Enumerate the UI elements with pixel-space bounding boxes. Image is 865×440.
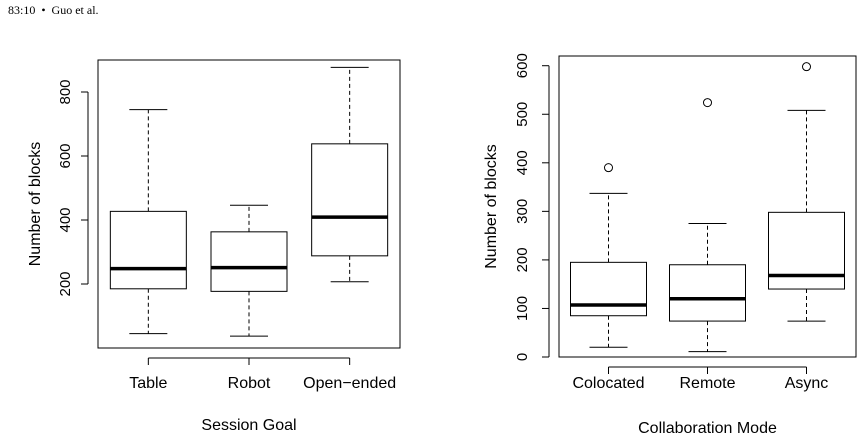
iqr-box xyxy=(210,231,288,292)
y-tick-label: 200 xyxy=(514,247,531,272)
y-axis-title: Number of blocks xyxy=(27,142,44,267)
x-tick-label: Table xyxy=(129,375,167,392)
iqr-box xyxy=(768,211,845,290)
x-tick-label: Async xyxy=(785,375,829,392)
y-tick-label: 500 xyxy=(514,102,531,127)
box-remote xyxy=(669,98,746,353)
outlier-point xyxy=(604,163,613,173)
y-tick-label: 400 xyxy=(514,150,531,175)
outlier-point xyxy=(703,98,712,108)
x-axis-title: Collaboration Mode xyxy=(638,420,777,437)
y-tick-label: 0 xyxy=(514,353,531,361)
iqr-box xyxy=(669,264,746,322)
iqr-box xyxy=(570,261,647,317)
plot-frame xyxy=(97,59,401,349)
box-table xyxy=(109,109,187,335)
chart-panel-1: 200 400 600 800 Number of blocks Table Robot Op… xyxy=(27,59,401,434)
x-axis-title: Session Goal xyxy=(201,417,296,434)
iqr-box xyxy=(109,210,187,290)
box-open-ended xyxy=(311,66,389,283)
box-robot xyxy=(210,204,288,337)
x-tick-label: Robot xyxy=(228,375,271,392)
y-tick-label: 600 xyxy=(57,143,74,168)
outlier-point xyxy=(802,62,811,72)
plot-frame xyxy=(558,55,857,358)
y-tick-label: 400 xyxy=(57,207,74,232)
page-header: 83:10 • Guo et al. xyxy=(8,3,99,17)
y-tick-label: 100 xyxy=(514,296,531,321)
x-tick-label: Remote xyxy=(679,375,735,392)
chart-panel-2: 0 100 200 300 400 500 600 Number of blocks Coloc… xyxy=(483,53,857,437)
x-tick-label: Colocated xyxy=(572,375,644,392)
y-tick-label: 300 xyxy=(514,199,531,224)
iqr-box xyxy=(311,143,389,257)
y-tick-label: 200 xyxy=(57,271,74,296)
y-axis-title: Number of blocks xyxy=(483,144,500,269)
box-async xyxy=(768,62,845,322)
box-colocated xyxy=(570,163,647,348)
y-tick-label: 600 xyxy=(514,53,531,78)
x-tick-label: Open−ended xyxy=(303,375,396,392)
y-tick-label: 800 xyxy=(57,79,74,104)
